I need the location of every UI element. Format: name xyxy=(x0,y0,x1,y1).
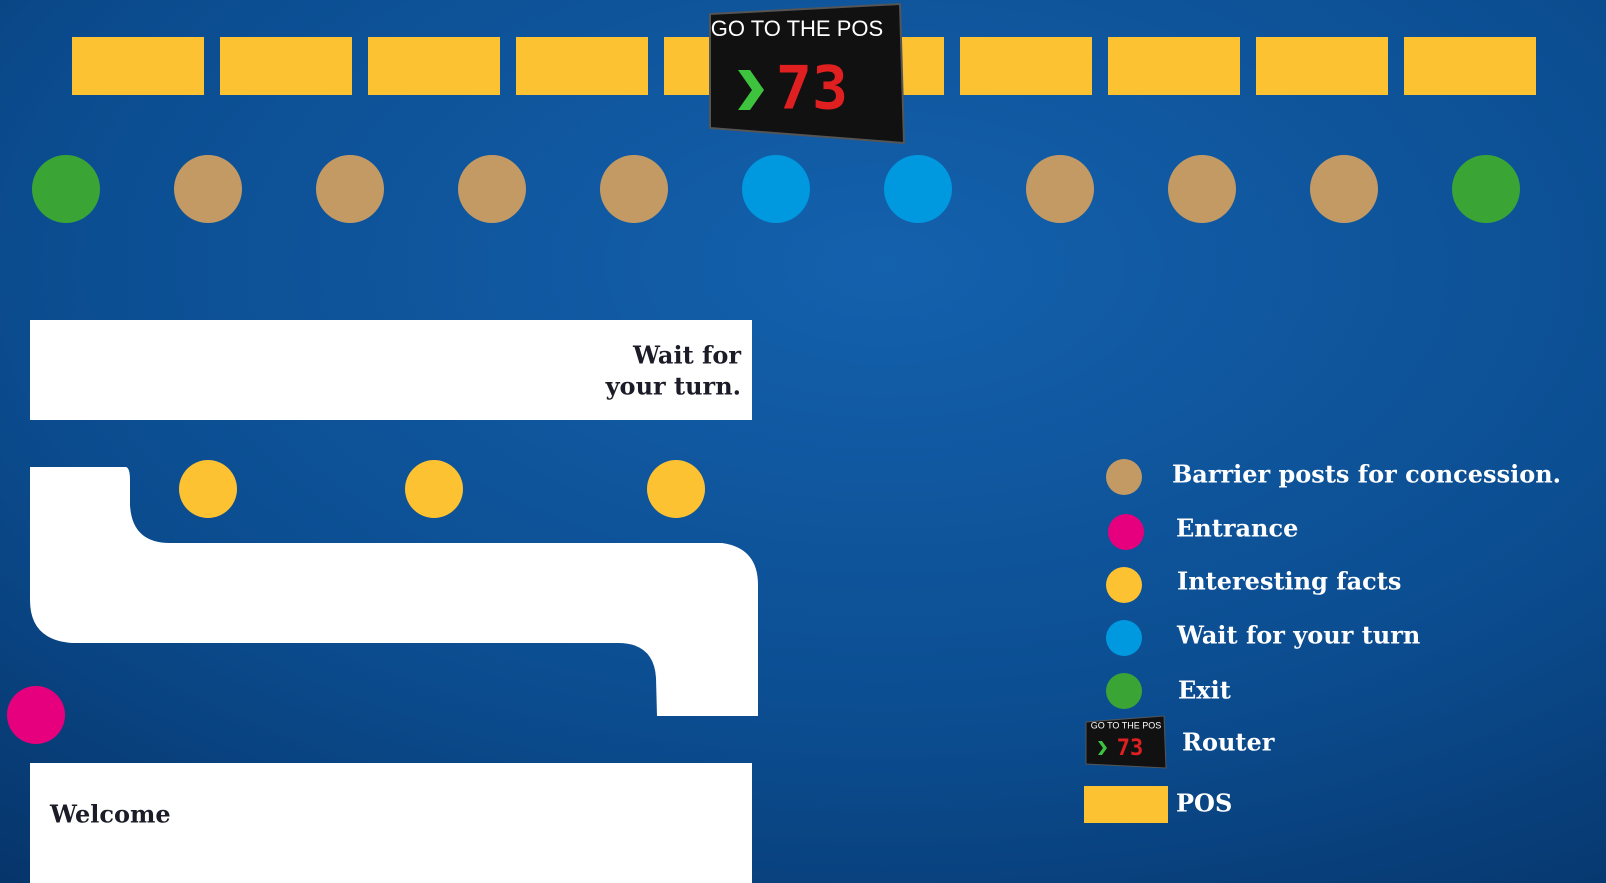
legend-swatch xyxy=(1108,514,1144,550)
exit-post xyxy=(32,155,100,223)
facts-post xyxy=(647,460,705,518)
barrier-post xyxy=(1168,155,1236,223)
legend-label: POS xyxy=(1176,789,1232,818)
legend-label: Barrier posts for concession. xyxy=(1172,460,1561,489)
barrier-post xyxy=(458,155,526,223)
barrier-post xyxy=(316,155,384,223)
wait-text: Wait for xyxy=(632,341,741,370)
pos xyxy=(72,37,204,95)
legend-label: Interesting facts xyxy=(1177,567,1401,596)
floor-plan: GO TO THE POS 73 Wait for your turn. Wel… xyxy=(0,0,1606,883)
pos xyxy=(368,37,500,95)
legend-label: Router xyxy=(1182,728,1275,757)
legend-label: Exit xyxy=(1178,676,1231,705)
legend-label: Entrance xyxy=(1176,514,1298,543)
pos xyxy=(220,37,352,95)
pos xyxy=(960,37,1092,95)
router-icon-header: GO TO THE POS xyxy=(1091,720,1162,730)
entrance-post xyxy=(7,686,65,744)
legend-swatch xyxy=(1106,620,1142,656)
router-sign: GO TO THE POS 73 xyxy=(710,4,904,143)
legend-swatch xyxy=(1106,459,1142,495)
wait-text: your turn. xyxy=(605,372,741,401)
wait-post xyxy=(884,155,952,223)
facts-post xyxy=(405,460,463,518)
router-header: GO TO THE POS xyxy=(711,16,883,41)
pos xyxy=(1256,37,1388,95)
legend-swatch xyxy=(1106,567,1142,603)
legend-swatch xyxy=(1084,786,1168,823)
legend-label: Wait for your turn xyxy=(1176,621,1420,650)
wait-box xyxy=(30,320,752,420)
barrier-post xyxy=(1026,155,1094,223)
barrier-post xyxy=(174,155,242,223)
pos xyxy=(1108,37,1240,95)
pos xyxy=(1404,37,1536,95)
router-icon-number: 73 xyxy=(1117,736,1144,761)
router-number: 73 xyxy=(776,54,848,124)
exit-post xyxy=(1452,155,1520,223)
welcome-text: Welcome xyxy=(49,800,171,829)
pos xyxy=(516,37,648,95)
legend-router-icon: GO TO THE POS 73 xyxy=(1086,716,1166,768)
wait-post xyxy=(742,155,810,223)
facts-post xyxy=(179,460,237,518)
barrier-post xyxy=(600,155,668,223)
barrier-post xyxy=(1310,155,1378,223)
legend-swatch xyxy=(1106,673,1142,709)
